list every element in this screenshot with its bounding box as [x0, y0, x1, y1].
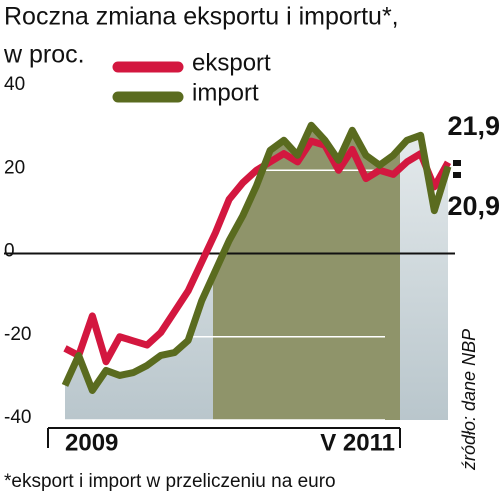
footnote: *eksport i import w przeliczeniu na euro	[4, 471, 336, 492]
x-tick-label: V 2011	[320, 429, 395, 456]
y-tick-label: -20	[4, 324, 31, 345]
legend-label: import	[192, 79, 259, 106]
connector	[453, 160, 461, 166]
y-tick-label: -40	[4, 407, 31, 428]
connector	[453, 172, 461, 178]
chart-title: Roczna zmiana eksportu i importu*,	[4, 3, 399, 31]
x-tick-label: 2009	[65, 429, 118, 456]
y-tick-label: 40	[4, 74, 25, 95]
value-label: 21,9	[447, 111, 500, 141]
series-line	[61, 121, 452, 394]
y-tick-label: 0	[4, 241, 15, 262]
y-tick-label: 20	[4, 157, 25, 178]
source: źródło: dane NBP	[459, 329, 479, 471]
value-label: 20,9	[447, 191, 500, 221]
chart-subtitle: w proc.	[3, 41, 85, 69]
highlight-band	[213, 125, 400, 420]
legend-label: eksport	[192, 49, 271, 76]
series-line	[63, 137, 452, 366]
